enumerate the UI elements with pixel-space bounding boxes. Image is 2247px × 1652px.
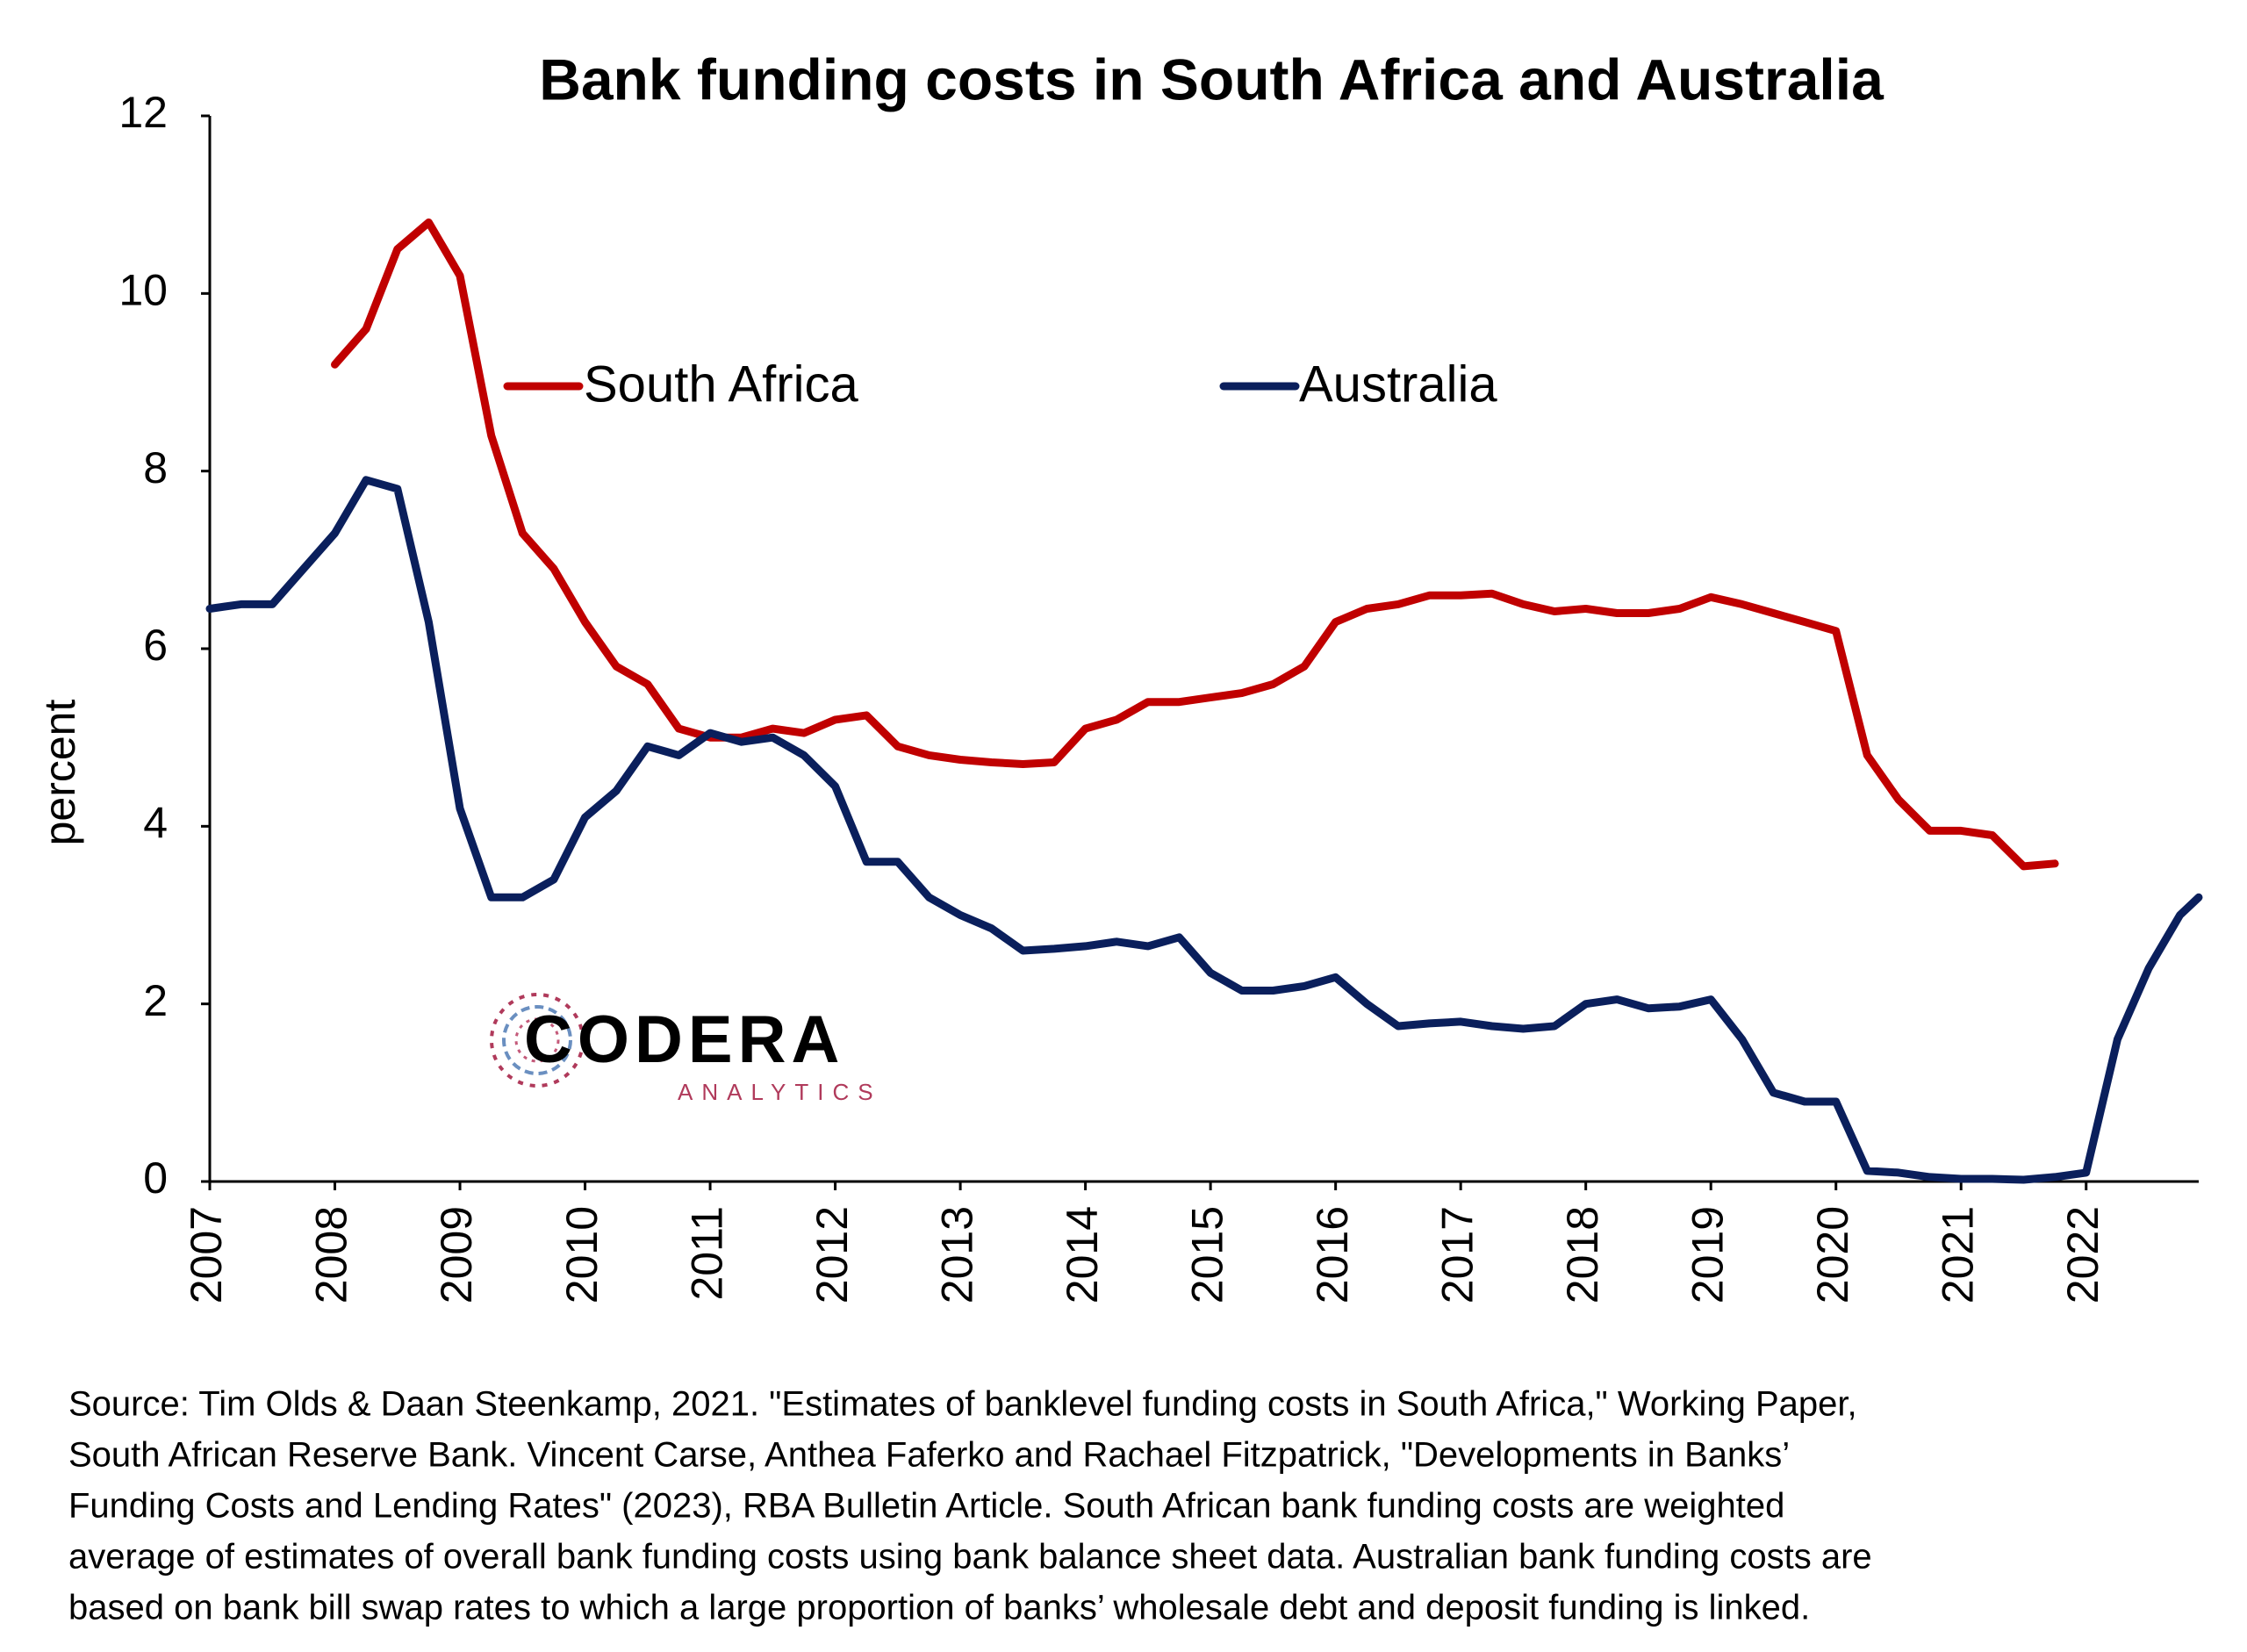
y-tick-label: 12 [118,88,168,137]
x-tick-label: 2018 [1558,1206,1607,1304]
source-note: Funding Costs and Lending Rates" (2023),… [68,1487,1784,1526]
x-tick-label: 2009 [432,1206,481,1304]
source-note: average of estimates of overall bank fun… [68,1538,1872,1577]
x-tick-label: 2012 [808,1206,857,1304]
y-tick-label: 10 [118,266,168,315]
y-tick-label: 6 [143,621,168,670]
logo-name: CODERA [524,1002,844,1077]
legend-label: Australia [1299,356,1497,413]
x-tick-label: 2013 [932,1206,981,1304]
source-note: Source: Tim Olds & Daan Steenkamp, 2021.… [68,1385,1857,1424]
logo-tagline: ANALYTICS [678,1079,882,1105]
x-tick-label: 2011 [682,1206,731,1301]
x-tick-label: 2010 [557,1206,607,1304]
y-tick-label: 0 [143,1153,168,1203]
source-note: South African Reserve Bank. Vincent Cars… [68,1436,1790,1475]
x-tick-label: 2014 [1058,1206,1107,1304]
y-axis-label: percent [35,700,84,846]
y-tick-label: 4 [143,799,168,848]
x-tick-label: 2019 [1683,1206,1732,1304]
chart-title: Bank funding costs in South Africa and A… [539,47,1884,111]
x-tick-label: 2021 [1933,1206,1982,1304]
y-tick-label: 2 [143,976,168,1025]
data-line [205,476,2203,1184]
logo-ring [502,1005,572,1075]
logo-ring [490,993,585,1088]
x-tick-label: 2022 [2058,1206,2107,1304]
x-tick-label: 2007 [182,1206,231,1304]
x-tick-label: 2020 [1808,1206,1857,1304]
logo-ring [514,1017,560,1063]
legend-label: South Africa [584,356,858,413]
data-line [331,218,2059,871]
y-tick-label: 8 [143,443,168,492]
x-tick-label: 2016 [1308,1206,1357,1304]
x-tick-label: 2008 [307,1206,356,1304]
x-tick-label: 2015 [1182,1206,1231,1304]
source-note: based on bank bill swap rates to which a… [68,1589,1810,1627]
x-tick-label: 2017 [1432,1206,1482,1304]
logo: CODERA ANALYTICS [490,993,882,1105]
